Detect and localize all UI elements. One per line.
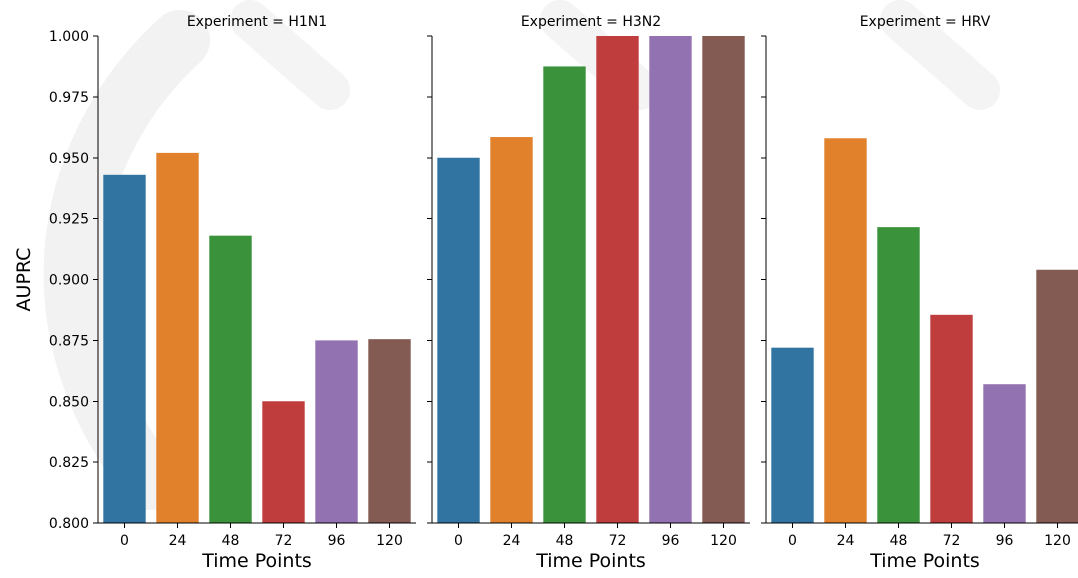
bar-1-48	[543, 66, 586, 523]
panel-title-0: Experiment = H1N1	[187, 14, 327, 30]
x-tick-label-0-5: 120	[376, 533, 403, 549]
x-tick-label-2-4: 96	[996, 533, 1014, 549]
bar-0-72	[262, 401, 305, 523]
y-tick-label-4: 0.900	[49, 273, 89, 289]
bar-1-120	[702, 36, 745, 523]
y-tick-label-2: 0.850	[49, 394, 89, 410]
y-axis-title: AUPRC	[13, 248, 35, 312]
bar-1-96	[649, 36, 692, 523]
x-tick-label-0-1: 24	[169, 533, 187, 549]
bar-1-72	[596, 36, 639, 523]
y-tick-label-8: 1.000	[49, 29, 89, 45]
panel-title-1: Experiment = H3N2	[521, 14, 661, 30]
x-tick-label-1-1: 24	[503, 533, 521, 549]
bar-0-24	[156, 152, 199, 523]
x-axis-title-2: Time Points	[869, 550, 980, 572]
bar-2-72	[930, 314, 973, 523]
x-tick-label-2-3: 72	[943, 533, 961, 549]
x-tick-label-0-0: 0	[120, 533, 129, 549]
x-tick-label-2-2: 48	[890, 533, 908, 549]
x-axis-title-1: Time Points	[535, 550, 646, 572]
panel-title-2: Experiment = HRV	[860, 14, 991, 30]
x-tick-label-0-4: 96	[328, 533, 346, 549]
x-tick-label-2-1: 24	[837, 533, 855, 549]
x-tick-label-1-0: 0	[454, 533, 463, 549]
x-tick-label-2-0: 0	[788, 533, 797, 549]
y-tick-label-3: 0.875	[49, 333, 89, 349]
y-tick-label-0: 0.800	[49, 516, 89, 532]
bar-0-48	[209, 235, 252, 524]
x-tick-label-1-5: 120	[710, 533, 737, 549]
bar-0-96	[315, 340, 358, 523]
bar-2-24	[824, 138, 867, 523]
x-tick-label-1-2: 48	[556, 533, 574, 549]
x-tick-label-0-3: 72	[275, 533, 293, 549]
x-tick-label-1-3: 72	[609, 533, 627, 549]
bar-2-120	[1036, 269, 1078, 523]
bar-2-0	[771, 347, 814, 523]
x-axis-title-0: Time Points	[201, 550, 312, 572]
bar-1-24	[490, 137, 533, 524]
y-tick-label-1: 0.825	[49, 455, 89, 471]
bar-0-0	[103, 174, 146, 524]
y-tick-label-7: 0.975	[49, 90, 89, 106]
bar-2-96	[983, 384, 1026, 523]
x-tick-label-1-4: 96	[662, 533, 680, 549]
bar-2-48	[877, 227, 920, 523]
bar-1-0	[437, 157, 480, 523]
y-tick-label-5: 0.925	[49, 212, 89, 228]
x-tick-label-0-2: 48	[222, 533, 240, 549]
y-tick-label-6: 0.950	[49, 151, 89, 167]
bar-0-120	[368, 339, 411, 523]
x-tick-label-2-5: 120	[1044, 533, 1071, 549]
